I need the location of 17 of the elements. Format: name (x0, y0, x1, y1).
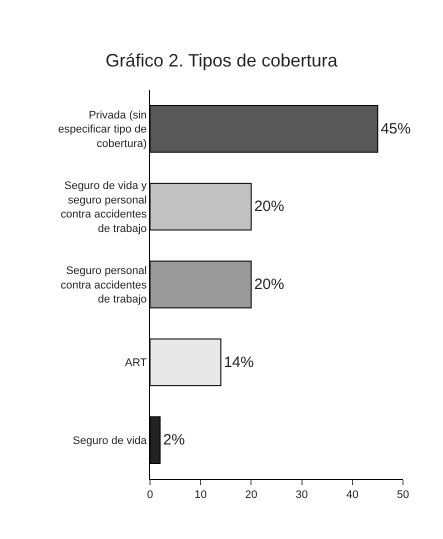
x-tick-label: 20 (245, 489, 258, 502)
y-tick-label: Seguro de vida (72, 434, 148, 447)
x-tick-label: 50 (396, 489, 410, 502)
x-tick-label: 0 (146, 489, 154, 502)
data-label: 45% (380, 120, 411, 138)
x-tick-label: 30 (296, 489, 308, 502)
x-tick-label: 10 (194, 489, 207, 502)
data-label: 2% (163, 432, 185, 449)
y-tick-label: Seguro de vida y seguro personal contra accidentes de trabajo (60, 180, 148, 235)
y-tick-label: Privada (sin especificar tipo de cobertura) (58, 109, 147, 150)
y-tick-label: Seguro personal contra accidentes de trabajo (60, 265, 148, 306)
x-tick-label: 40 (346, 489, 359, 502)
chart-title: Gráfico 2. Tipos de cobertura (105, 50, 339, 70)
data-label: 20% (254, 198, 284, 216)
y-tick-label: ART (124, 357, 148, 370)
data-label: 20% (254, 276, 284, 293)
data-label: 14% (224, 354, 254, 371)
